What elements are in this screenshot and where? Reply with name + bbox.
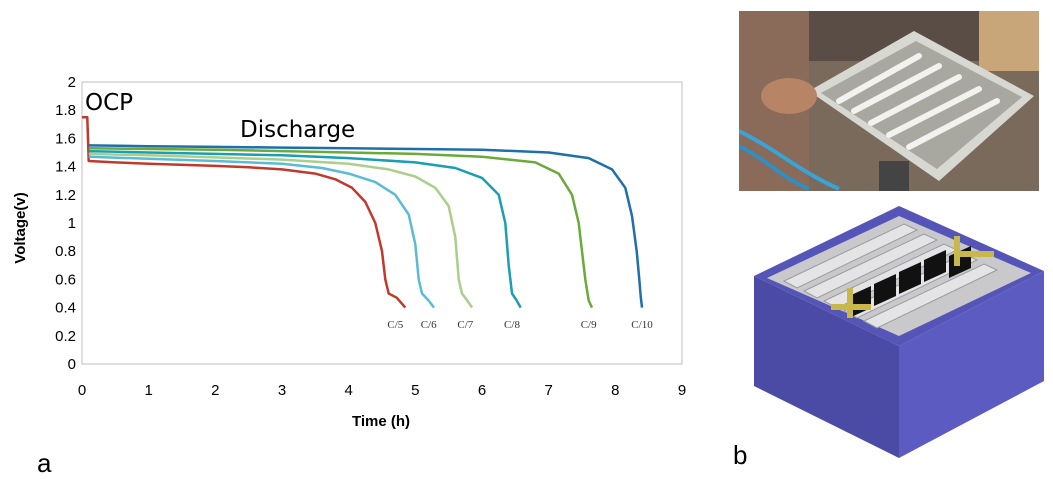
y-tick-label: 1.4 <box>55 159 76 176</box>
y-tick-label: 0.8 <box>55 243 76 260</box>
cell-box-3d-rendering <box>739 196 1051 462</box>
x-axis-title: Time (h) <box>352 413 410 430</box>
series-label-C-6: C/6 <box>421 319 437 331</box>
panel-b-label: b <box>733 440 748 470</box>
series-line-C-8 <box>88 149 522 309</box>
ocp-annotation: OCP <box>85 90 133 116</box>
y-axis-title: Voltage(v) <box>12 192 29 263</box>
y-tick-label: 1 <box>68 215 76 232</box>
panel-a-label: a <box>37 448 52 478</box>
x-tick-label: 1 <box>144 382 152 399</box>
y-tick-label: 0 <box>68 356 76 373</box>
y-tick-label: 1.8 <box>55 102 76 119</box>
series-label-C-5: C/5 <box>387 319 403 331</box>
series-label-C-10: C/10 <box>631 319 653 331</box>
x-tick-label: 0 <box>78 382 86 399</box>
x-tick-label: 8 <box>611 382 619 399</box>
y-tick-label: 2 <box>68 74 76 91</box>
series-line-C-6 <box>88 155 435 309</box>
discharge-annotation: Discharge <box>240 117 355 143</box>
plot-area <box>81 81 683 365</box>
series-label-C-9: C/9 <box>581 319 597 331</box>
series-label-C-8: C/8 <box>504 319 520 331</box>
y-tick-label: 0.4 <box>55 300 76 317</box>
y-tick-label: 1.2 <box>55 187 76 204</box>
series-line-C-10 <box>88 144 644 308</box>
series-line-C-5 <box>82 116 407 309</box>
discharge-chart: 0 1 2 3 4 5 6 7 8 9 0 0.2 0.4 0.6 0.8 1 1.2 1.4 1.6 1.8 2 C/… <box>12 74 686 430</box>
y-tick-label: 1.6 <box>55 130 76 147</box>
x-tick-label: 3 <box>278 382 286 399</box>
x-tick-label: 2 <box>211 382 219 399</box>
y-tick-label: 0.6 <box>55 271 76 288</box>
x-tick-label: 6 <box>478 382 486 399</box>
series-label-C-7: C/7 <box>457 319 473 331</box>
series-line-C-9 <box>88 147 594 309</box>
y-tick-label: 0.2 <box>55 328 76 345</box>
x-tick-label: 5 <box>411 382 419 399</box>
x-tick-label: 4 <box>344 382 352 399</box>
battery-prototype-photo <box>739 11 1039 191</box>
x-tick-label: 7 <box>544 382 552 399</box>
series-line-C-7 <box>88 152 474 309</box>
x-tick-label: 9 <box>678 382 686 399</box>
